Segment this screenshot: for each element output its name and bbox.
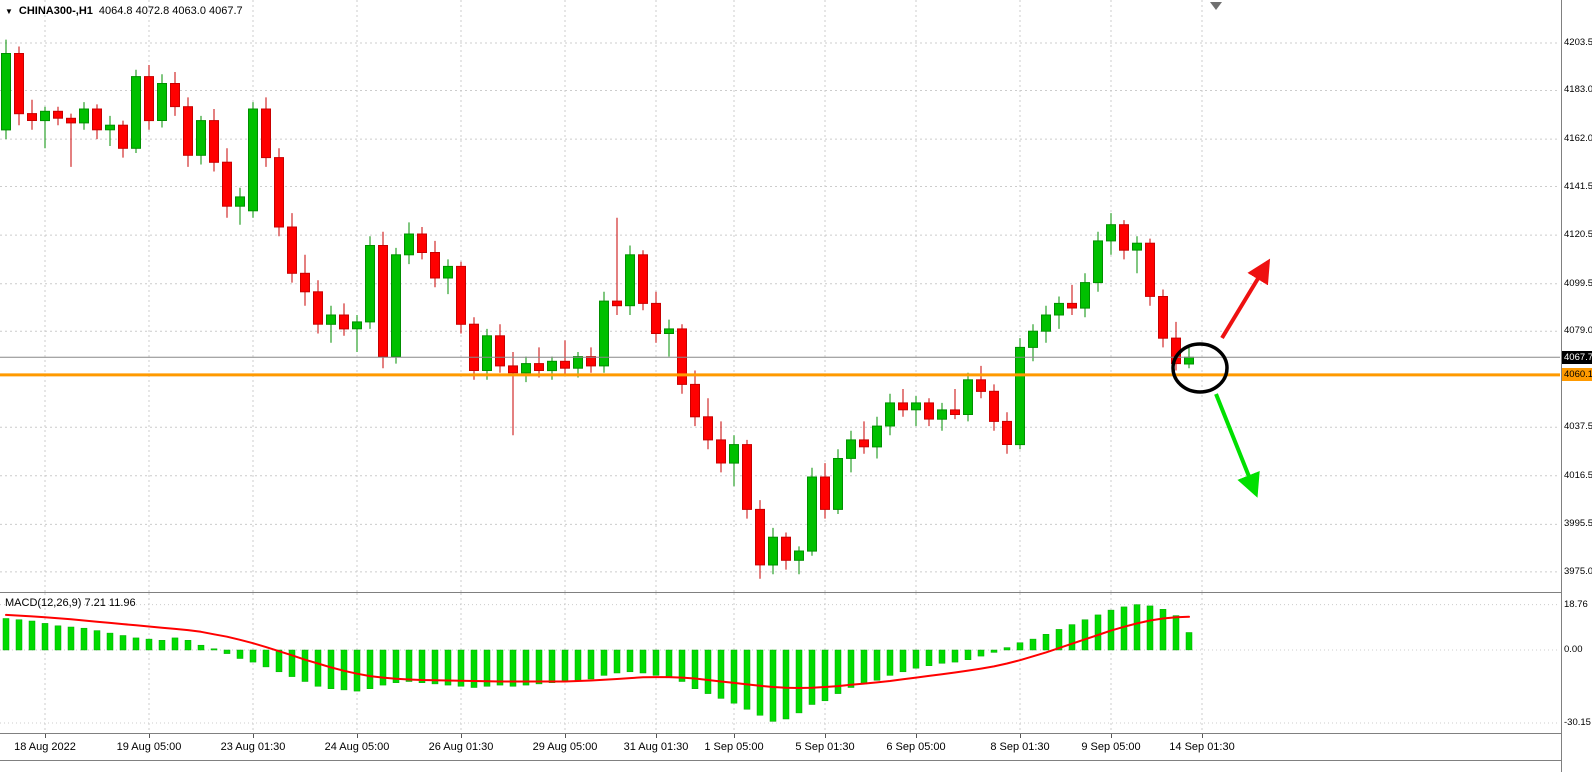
- bullish-arrow-annotation: [1220, 258, 1271, 340]
- macd-level-label: 18.76: [1564, 599, 1588, 610]
- price-tick-label: 4037.5: [1564, 421, 1592, 432]
- time-tick-label: 5 Sep 01:30: [795, 741, 855, 753]
- price-tick-label: 3995.5: [1564, 518, 1592, 529]
- time-tick-label: 23 Aug 01:30: [220, 741, 286, 753]
- time-tick: [825, 734, 826, 738]
- panel-separator[interactable]: [0, 592, 1592, 593]
- panel-separator: [0, 760, 1592, 761]
- time-tick: [253, 734, 254, 738]
- time-tick: [357, 734, 358, 738]
- macd-histogram-layer: [2, 604, 1193, 722]
- macd-signal-line: [5, 613, 1190, 689]
- grid-layer: [0, 0, 1560, 592]
- orange-line-price-badge: 4060.1: [1562, 368, 1592, 381]
- time-tick-label: 1 Sep 05:00: [704, 741, 764, 753]
- annotation-layer: [1171, 258, 1271, 498]
- time-tick-label: 18 Aug 2022: [14, 741, 76, 753]
- time-tick: [656, 734, 657, 738]
- price-tick-label: 4183.0: [1564, 84, 1592, 95]
- macd-level-label: 0.00: [1564, 644, 1583, 655]
- time-tick-label: 29 Aug 05:00: [532, 741, 598, 753]
- symbol-name: CHINA300-,H1: [18, 5, 93, 17]
- price-tick-label: 4203.5: [1564, 37, 1592, 48]
- chart-header: ▼ CHINA300-,H1 4064.8 4072.8 4063.0 4067…: [5, 5, 243, 17]
- time-tick-label: 6 Sep 05:00: [886, 741, 946, 753]
- time-tick-label: 24 Aug 05:00: [324, 741, 390, 753]
- time-axis[interactable]: 18 Aug 2022 19 Aug 05:00 23 Aug 01:30 24 Au…: [0, 734, 1560, 760]
- time-tick: [461, 734, 462, 738]
- time-tick: [149, 734, 150, 738]
- time-tick: [565, 734, 566, 738]
- price-chart-canvas[interactable]: [0, 0, 1560, 592]
- price-tick-label: 4016.5: [1564, 470, 1592, 481]
- ohlc-values: 4064.8 4072.8 4063.0 4067.7: [98, 5, 243, 17]
- highlight-circle-annotation: [1171, 342, 1229, 394]
- bearish-arrow-annotation: [1214, 393, 1260, 498]
- symbol-dropdown-icon[interactable]: ▼: [5, 6, 13, 16]
- current-price-badge: 4067.7: [1562, 351, 1592, 364]
- macd-indicator-canvas[interactable]: [0, 593, 1560, 733]
- price-tick-label: 4141.5: [1564, 181, 1592, 192]
- macd-label: MACD(12,26,9) 7.21 11.96: [5, 597, 136, 609]
- time-tick: [1020, 734, 1021, 738]
- candles-layer: [1, 39, 1194, 579]
- time-tick-label: 8 Sep 01:30: [990, 741, 1050, 753]
- price-tick-label: 3975.0: [1564, 566, 1592, 577]
- time-tick-label: 19 Aug 05:00: [116, 741, 182, 753]
- time-tick: [1202, 734, 1203, 738]
- panel-separator[interactable]: [0, 733, 1592, 734]
- time-tick: [45, 734, 46, 738]
- time-tick-label: 14 Sep 01:30: [1169, 741, 1235, 753]
- time-tick-label: 9 Sep 05:00: [1081, 741, 1141, 753]
- time-tick-label: 31 Aug 01:30: [623, 741, 689, 753]
- price-tick-label: 4120.5: [1564, 229, 1592, 240]
- time-tick: [734, 734, 735, 738]
- price-tick-label: 4099.5: [1564, 278, 1592, 289]
- chart-shift-marker-icon[interactable]: [1210, 2, 1222, 10]
- time-tick: [1111, 734, 1112, 738]
- price-tick-label: 4079.0: [1564, 325, 1592, 336]
- time-tick: [916, 734, 917, 738]
- macd-level-label: -30.15: [1564, 717, 1591, 728]
- price-axis[interactable]: 4203.5 4183.0 4162.0 4141.5 4120.5 4099.5 4079…: [1561, 0, 1592, 772]
- price-tick-label: 4162.0: [1564, 133, 1592, 144]
- time-tick-label: 26 Aug 01:30: [428, 741, 494, 753]
- macd-grid-layer: [0, 593, 1560, 733]
